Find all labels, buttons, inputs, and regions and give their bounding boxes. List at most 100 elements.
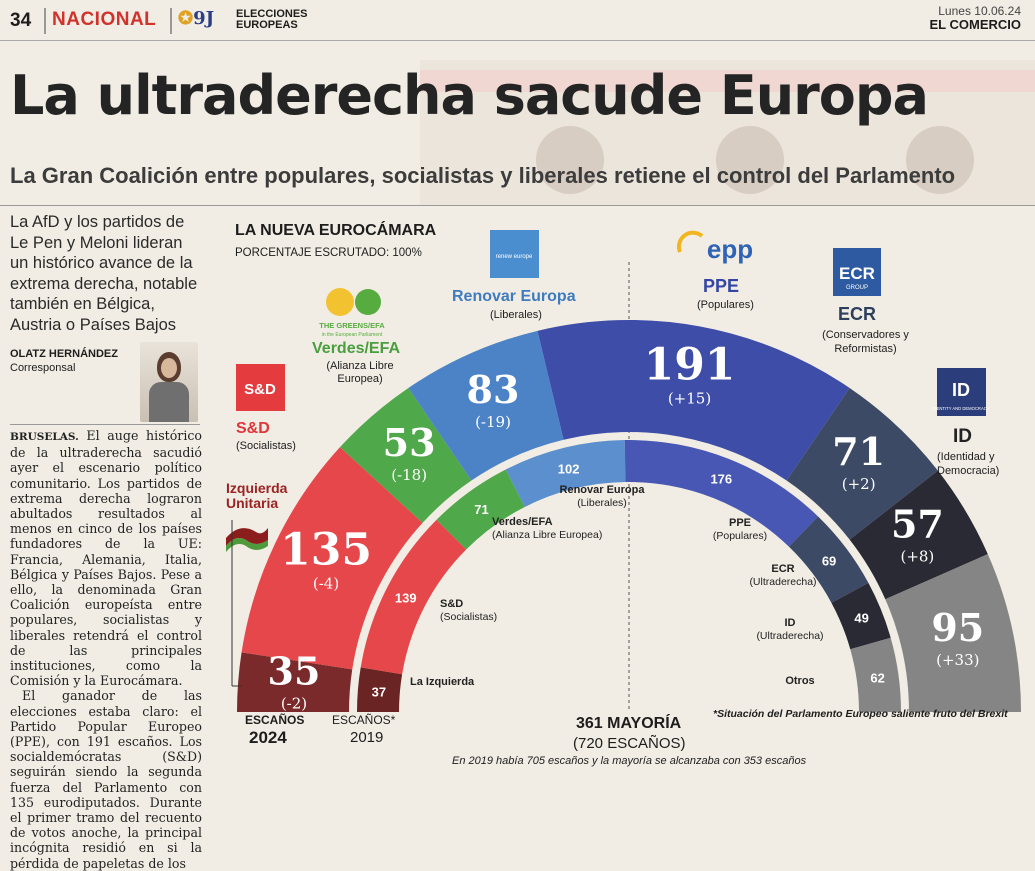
id-logo-small: IDENTITY AND DEMOCRACY	[932, 406, 989, 411]
renew-subtitle: (Liberales)	[490, 309, 542, 321]
change-izquierda-unitaria: (-2)	[281, 694, 307, 712]
seg-2019-s-d	[360, 519, 467, 675]
epp-subtitle: (Populares)	[697, 299, 754, 311]
elections-logo: ✪9J	[178, 8, 215, 29]
seg-2024-ppe	[537, 320, 850, 481]
label-2024-line1: ESCAÑOS	[245, 713, 305, 727]
seats-2019-ecr: 69	[822, 553, 836, 568]
left-party-flag-stripe	[226, 538, 268, 552]
lede: La AfD y los partidos de Le Pen y Meloni…	[10, 213, 198, 334]
seats-2019-otros: 62	[870, 670, 884, 685]
renew-logo	[490, 230, 539, 278]
newspaper-name: EL COMERCIO	[929, 17, 1022, 32]
seats-2024-ppe: 191	[644, 339, 736, 390]
subheadline: La Gran Coalición entre populares, socia…	[10, 163, 956, 188]
total-seats-label: (720 ESCAÑOS)	[573, 735, 686, 752]
seats-2024-renovar-europa: 83	[467, 367, 520, 412]
label-2019-s-d: S&D	[440, 598, 463, 610]
epp-logo-text: epp	[707, 234, 753, 264]
sublabel-2019-ecr: (Ultraderecha)	[749, 576, 816, 588]
seg-2024-izquierda-unitaria	[237, 652, 353, 712]
dateline: BRUSELAS.	[10, 431, 79, 443]
sublabel-2019-verdes-efa: (Alianza Libre Europea)	[492, 529, 602, 541]
ecr-name: ECR	[838, 304, 877, 324]
seats-2019-renovar-europa: 102	[558, 461, 580, 476]
background-candidate-photos	[420, 60, 1035, 205]
sublabel-2019-id: (Ultraderecha)	[756, 630, 823, 642]
change-verdes-efa: (-18)	[391, 466, 427, 484]
id-subtitle: (Identidad y Democracia)	[937, 451, 1000, 477]
seg-2019-ecr	[788, 516, 869, 603]
seats-2019-verdes-efa: 71	[474, 502, 488, 517]
label-2019-line2: 2019	[350, 729, 384, 746]
label-2019-ppe: PPE	[729, 517, 751, 529]
author-photo	[140, 342, 198, 422]
seg-2019-renovar-europa	[505, 440, 626, 507]
star-icon: ✪	[178, 8, 194, 29]
renew-logo-text: renew europe	[496, 254, 533, 260]
seats-2019-id: 49	[854, 611, 868, 626]
sublabel-2019-ppe: (Populares)	[713, 530, 767, 542]
body-paragraph: El auge histórico de la ultraderecha sac…	[10, 428, 202, 689]
seg-2019-otros	[850, 637, 901, 712]
ecr-logo	[833, 248, 881, 296]
change-otros: (+33)	[936, 651, 979, 669]
sd-logo-text: S&D	[244, 381, 276, 398]
left-party-flag-icon	[226, 528, 268, 546]
label-2019-izquierda-unitaria: La Izquierda	[410, 676, 475, 688]
divider	[10, 424, 200, 425]
seats-2024-otros: 95	[931, 605, 984, 650]
label-2019-line1: ESCAÑOS*	[332, 713, 396, 727]
divider	[0, 205, 1035, 206]
renew-name: Renovar Europa	[452, 288, 576, 305]
seats-2024-s-d: 135	[280, 525, 372, 576]
sd-subtitle: (Socialistas)	[236, 440, 296, 452]
parliament-chart: 35(-2) 37 135(-4) 139 53(-18) 71 83(-19) 102 191…	[226, 230, 1021, 712]
sd-logo	[236, 364, 285, 411]
greens-subtitle: (Alianza Libre Europea)	[326, 360, 394, 385]
change-id: (+8)	[900, 548, 934, 566]
seats-2024-id: 57	[891, 502, 944, 547]
seats-2019-ppe: 176	[710, 472, 732, 487]
divider	[44, 8, 46, 34]
seats-2024-izquierda-unitaria: 35	[268, 648, 321, 693]
graphic-title: LA NUEVA EUROCÁMARA	[235, 222, 437, 239]
seg-2024-renovar-europa	[408, 330, 564, 481]
change-renovar-europa: (-19)	[475, 413, 511, 431]
section-tag: ELECCIONES EUROPEAS	[236, 8, 308, 31]
sublabel-2019-renovar-europa: (Liberales)	[577, 497, 627, 509]
change-ppe: (+15)	[668, 389, 711, 407]
greens-circle-icon	[355, 289, 381, 315]
author-role: Corresponsal	[10, 362, 76, 374]
ecr-subtitle: (Conservadores y Reformistas)	[822, 329, 909, 355]
ecr-logo-small: GROUP	[846, 285, 868, 291]
seg-2024-s-d	[241, 447, 423, 670]
seats-2019-izquierda-unitaria: 37	[372, 684, 386, 699]
epp-arc-icon	[676, 230, 704, 253]
label-2019-id: ID	[785, 617, 796, 629]
brexit-note: *Situación del Parlamento Europeo salien…	[713, 708, 1008, 720]
divider	[170, 8, 172, 34]
majority-label: 361 MAYORÍA	[576, 715, 682, 732]
label-2024-line2: 2024	[249, 728, 287, 747]
change-s-d: (-4)	[313, 575, 339, 593]
label-2019-ecr: ECR	[771, 563, 794, 575]
graphic-subtitle: PORCENTAJE ESCRUTADO: 100%	[235, 247, 422, 259]
sublabel-2019-s-d: (Socialistas)	[440, 611, 497, 623]
ecr-logo-text: ECR	[839, 264, 875, 283]
page-number: 34	[10, 10, 32, 31]
seg-2024-otros	[885, 554, 1021, 712]
sd-name: S&D	[236, 420, 270, 437]
author-name: OLATZ HERNÁNDEZ	[10, 348, 118, 360]
seats-2019-s-d: 139	[395, 590, 417, 605]
epp-name: PPE	[703, 276, 740, 296]
seg-2024-ecr	[786, 387, 938, 540]
label-2019-verdes-efa: Verdes/EFA	[492, 516, 553, 528]
greens-logo-tiny: in the European Parliament	[322, 332, 383, 338]
greens-sunflower-icon	[326, 288, 354, 316]
seg-2024-verdes-efa	[339, 387, 472, 523]
seats-2024-verdes-efa: 53	[383, 420, 436, 465]
greens-name: Verdes/EFA	[312, 340, 401, 357]
id-logo-text: ID	[952, 380, 970, 400]
change-ecr: (+2)	[842, 475, 876, 493]
